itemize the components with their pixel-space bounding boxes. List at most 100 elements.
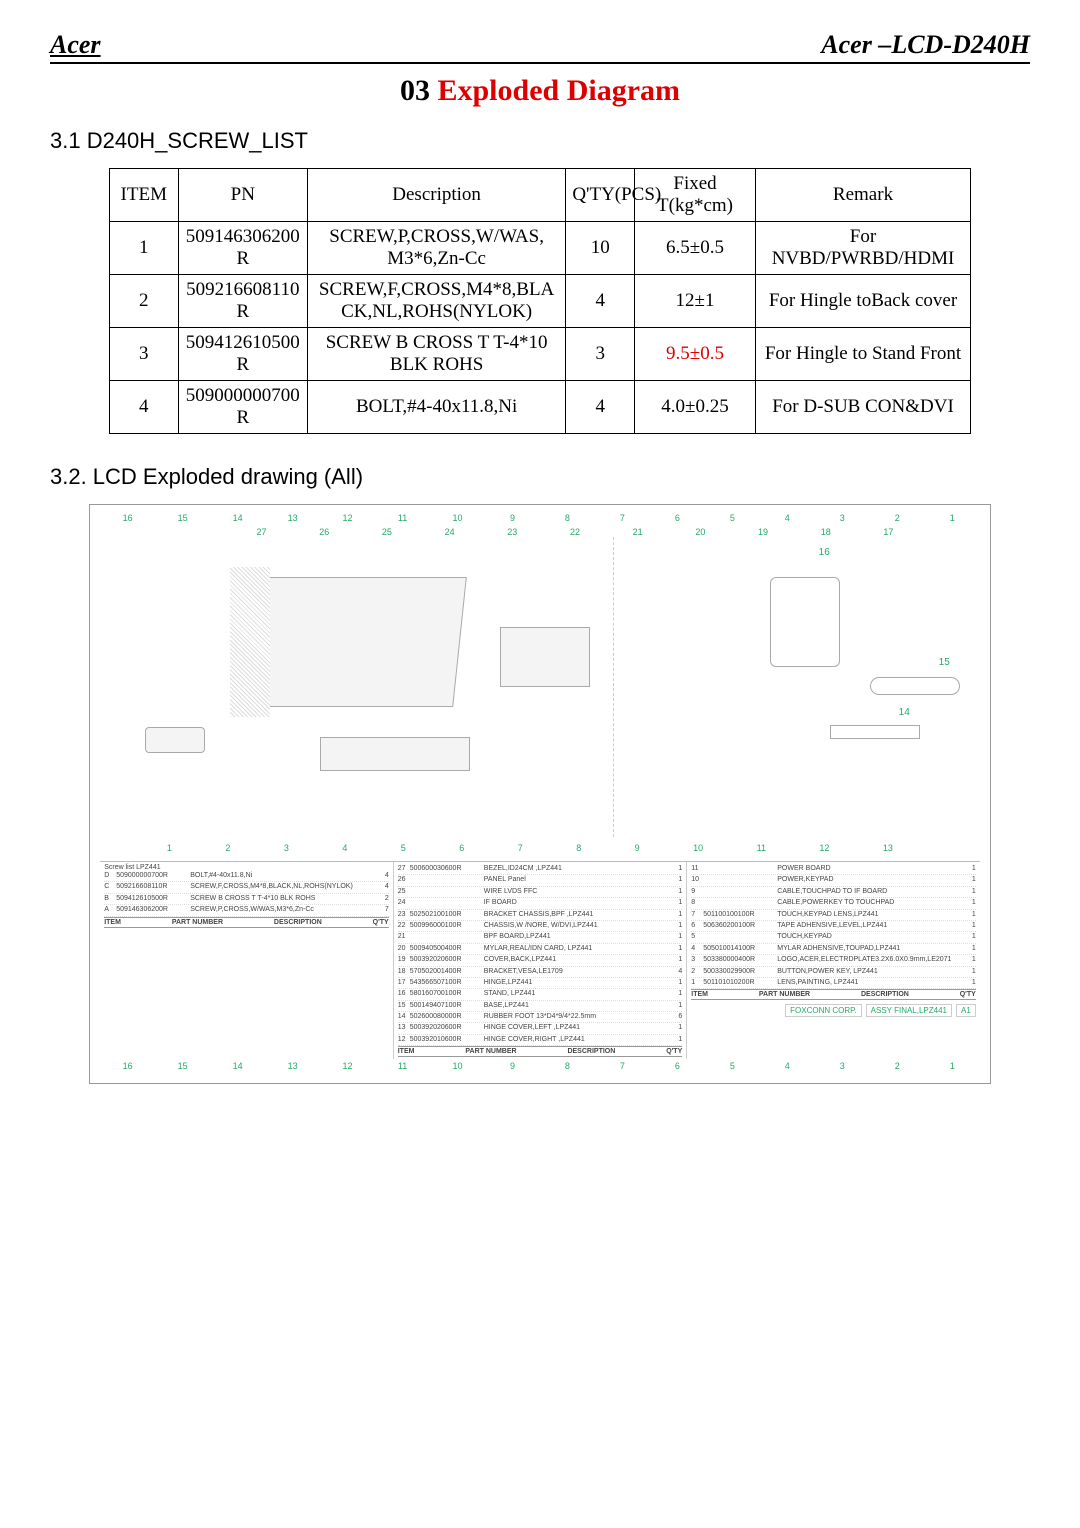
col-pn: PN xyxy=(178,169,307,222)
table-row: 4509000000700RBOLT,#4-40x11.8,Ni44.0±0.2… xyxy=(109,381,970,434)
shape-base-right xyxy=(870,677,960,695)
cell: 10 xyxy=(566,222,635,275)
bom-row: 22500996000100RCHASSIS,W /NORE, W/DVI,LP… xyxy=(398,921,683,932)
bom-row: 26PANEL Panel1 xyxy=(398,875,683,886)
bom-row: 3503380000400RLOGO,ACER,ELECTRDPLATE3.2X… xyxy=(691,955,976,966)
cell: 509412610500R xyxy=(178,328,307,381)
bom-row: 23502502100100RBRACKET CHASSIS,BPF ,LPZ4… xyxy=(398,910,683,921)
bom-mid: 27500600030600RBEZEL,ID24CM ,LPZ441126PA… xyxy=(394,862,688,1059)
cell: 12±1 xyxy=(635,275,756,328)
bom-row: 11POWER BOARD1 xyxy=(691,864,976,875)
chapter-number: 03 xyxy=(400,74,430,107)
bom-row: D509000000700RBOLT,#4-40x11.8,Ni4 xyxy=(104,871,389,882)
bom-row: 24IF BOARD1 xyxy=(398,898,683,909)
bom-row: 16580160700100RSTAND, LPZ4411 xyxy=(398,989,683,1000)
cell: For Hingle toBack cover xyxy=(755,275,970,328)
bom-left: Screw list LPZ441 D509000000700RBOLT,#4-… xyxy=(100,862,394,1059)
cell: 9.5±0.5 xyxy=(635,328,756,381)
shape-rubber-feet xyxy=(830,725,920,739)
bom-left-title: Screw list LPZ441 xyxy=(104,864,389,871)
drawing-callouts-bottom: 12345678910111213 xyxy=(140,843,920,853)
drawing-ruler-top: 16151413121110987654321 xyxy=(100,513,980,523)
screw-list-table: ITEM PN Description Q'TY(PCS) Fixed T(kg… xyxy=(109,168,971,434)
cell: 2 xyxy=(109,275,178,328)
cell: For Hingle to Stand Front xyxy=(755,328,970,381)
cell: 3 xyxy=(109,328,178,381)
cell: SCREW,P,CROSS,W/WAS, M3*6,Zn-Cc xyxy=(307,222,565,275)
tb-title: ASSY FINAL,LPZ441 xyxy=(866,1004,952,1017)
bom-left-header: ITEM PART NUMBER DESCRIPTION Q'TY xyxy=(104,917,389,928)
table-body: 1509146306200RSCREW,P,CROSS,W/WAS, M3*6,… xyxy=(109,222,970,434)
bom-row: 25WIRE LVDS FFC1 xyxy=(398,887,683,898)
drawing-ruler-bottom: 16151413121110987654321 xyxy=(100,1061,980,1071)
section-3-1-title: 3.1 D240H_SCREW_LIST xyxy=(50,128,1030,154)
cell: 6.5±0.5 xyxy=(635,222,756,275)
cell: 4 xyxy=(566,275,635,328)
bom-row: 5TOUCH,KEYPAD1 xyxy=(691,932,976,943)
cell: 4 xyxy=(566,381,635,434)
cell: For D-SUB CON&DVI xyxy=(755,381,970,434)
shape-hardware-spray xyxy=(230,567,270,717)
bom-row: 10POWER,KEYPAD1 xyxy=(691,875,976,886)
table-head: ITEM PN Description Q'TY(PCS) Fixed T(kg… xyxy=(109,169,970,222)
bom-row: 27500600030600RBEZEL,ID24CM ,LPZ4411 xyxy=(398,864,683,875)
callout-14: 14 xyxy=(899,707,910,718)
cell: 4 xyxy=(109,381,178,434)
cell: 509216608110R xyxy=(178,275,307,328)
bom-row: 18570502001400RBRACKET,VESA,LE17094 xyxy=(398,967,683,978)
tb-size: A1 xyxy=(956,1004,976,1017)
cell: SCREW,F,CROSS,M4*8,BLACK,NL,ROHS(NYLOK) xyxy=(307,275,565,328)
col-item: ITEM xyxy=(109,169,178,222)
cell: 3 xyxy=(566,328,635,381)
exploded-drawing: 16151413121110987654321 2726252423222120… xyxy=(89,504,991,1084)
table-header-row: ITEM PN Description Q'TY(PCS) Fixed T(kg… xyxy=(109,169,970,222)
bom-mid-header: ITEM PART NUMBER DESCRIPTION Q'TY xyxy=(398,1046,683,1057)
shape-lcd-panel xyxy=(243,577,467,707)
drawing-body: 16 15 14 xyxy=(100,537,980,837)
callout-16: 16 xyxy=(819,547,830,558)
cell: For NVBD/PWRBD/HDMI xyxy=(755,222,970,275)
cell: 4.0±0.25 xyxy=(635,381,756,434)
drawing-callouts-top: 2726252423222120191817 xyxy=(230,527,920,537)
cell: 509146306200R xyxy=(178,222,307,275)
bom-row: 7501100100100RTOUCH,KEYPAD LENS,LPZ4411 xyxy=(691,910,976,921)
bom-tables: Screw list LPZ441 D509000000700RBOLT,#4-… xyxy=(100,861,980,1059)
tb-corp: FOXCONN CORP. xyxy=(785,1004,862,1017)
bom-row: 12500392010600RHINGE COVER,RIGHT ,LPZ441… xyxy=(398,1035,683,1046)
bom-row: 1501101010200RLENS,PAINTING, LPZ4411 xyxy=(691,978,976,989)
table-row: 1509146306200RSCREW,P,CROSS,W/WAS, M3*6,… xyxy=(109,222,970,275)
bom-row: 13500392020600RHINGE COVER,LEFT ,LPZ4411 xyxy=(398,1023,683,1034)
drawing-side-panel: 16 15 14 xyxy=(614,537,980,837)
drawing-main-panel xyxy=(100,537,614,837)
shape-stand xyxy=(770,577,840,667)
bom-row: 20500940500400RMYLAR,REAL/IDN CARD, LPZ4… xyxy=(398,944,683,955)
chapter-title: 03 Exploded Diagram xyxy=(50,74,1030,108)
title-block: FOXCONN CORP. ASSY FINAL,LPZ441 A1 xyxy=(691,1004,976,1017)
bom-right-header: ITEM PART NUMBER DESCRIPTION Q'TY xyxy=(691,989,976,1000)
bom-row: 6506360200100RTAPE ADHENSIVE,LEVEL,LPZ44… xyxy=(691,921,976,932)
bom-row: 21BPF BOARD,LPZ4411 xyxy=(398,932,683,943)
cell: SCREW B CROSS T T-4*10 BLK ROHS xyxy=(307,328,565,381)
bom-row: 19500392020600RCOVER,BACK,LPZ4411 xyxy=(398,955,683,966)
model-right: Acer –LCD-D240H xyxy=(821,30,1030,60)
bom-row: C509216608110RSCREW,F,CROSS,M4*8,BLACK,N… xyxy=(104,882,389,893)
bom-right: 11POWER BOARD110POWER,KEYPAD19CABLE,TOUC… xyxy=(687,862,980,1059)
bom-row: 17543566507100RHINGE,LPZ4411 xyxy=(398,978,683,989)
col-remark: Remark xyxy=(755,169,970,222)
col-desc: Description xyxy=(307,169,565,222)
cell: 1 xyxy=(109,222,178,275)
table-row: 2509216608110RSCREW,F,CROSS,M4*8,BLACK,N… xyxy=(109,275,970,328)
shape-base xyxy=(145,727,205,753)
section-3-2-title: 3.2. LCD Exploded drawing (All) xyxy=(50,464,1030,490)
chapter-name: Exploded Diagram xyxy=(437,74,680,107)
brand-left: Acer xyxy=(50,30,101,60)
table-row: 3509412610500RSCREW B CROSS T T-4*10 BLK… xyxy=(109,328,970,381)
col-qty: Q'TY(PCS) xyxy=(566,169,635,222)
shape-cover-strip xyxy=(320,737,470,771)
cell: 509000000700R xyxy=(178,381,307,434)
page-header: Acer Acer –LCD-D240H xyxy=(50,30,1030,64)
cell: BOLT,#4-40x11.8,Ni xyxy=(307,381,565,434)
bom-row: 8CABLE,POWERKEY TO TOUCHPAD1 xyxy=(691,898,976,909)
bom-row: 2500330029900RBUTTON,POWER KEY, LPZ4411 xyxy=(691,967,976,978)
bom-row: 14502600080000RRUBBER FOOT 13*D4*9/4*22.… xyxy=(398,1012,683,1023)
